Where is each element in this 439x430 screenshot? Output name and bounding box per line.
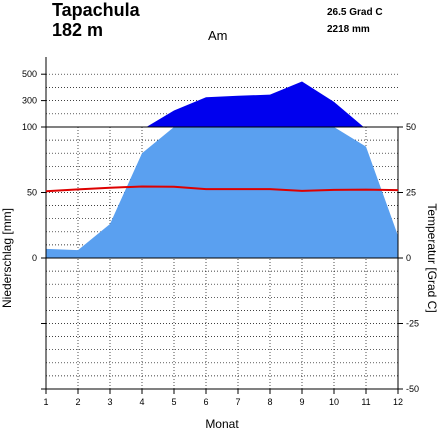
temp-tick-label: -50 xyxy=(406,384,419,394)
axes xyxy=(41,57,403,394)
temperature-series xyxy=(45,185,399,193)
precip-tick-label: 50 xyxy=(27,188,37,198)
temperature-line xyxy=(45,185,399,193)
precipitation-excess-area xyxy=(146,81,364,127)
x-tick-label: 11 xyxy=(361,397,370,407)
precip-compressed-tick-label: 500 xyxy=(22,69,37,79)
precipitation-series xyxy=(46,81,398,258)
y-axis-right-label: Temperatur [Grad C] xyxy=(425,203,439,312)
x-tick-label: 2 xyxy=(75,397,80,407)
x-tick-label: 10 xyxy=(329,397,339,407)
x-tick-label: 6 xyxy=(203,397,208,407)
x-tick-label: 4 xyxy=(139,397,144,407)
x-tick-label: 12 xyxy=(393,397,403,407)
temp-tick-label: 0 xyxy=(406,253,411,263)
temp-tick-label: 50 xyxy=(406,122,416,132)
station-name: Tapachula xyxy=(52,0,141,20)
station-elevation: 182 m xyxy=(52,20,103,40)
x-tick-label: 8 xyxy=(267,397,272,407)
precip-tick-label: 0 xyxy=(32,253,37,263)
precip-tick-label: 100 xyxy=(22,122,37,132)
climate-class: Am xyxy=(208,28,228,43)
annual-precipitation: 2218 mm xyxy=(327,24,370,35)
precipitation-area xyxy=(46,127,398,258)
x-tick-label: 7 xyxy=(235,397,240,407)
temp-tick-label: -25 xyxy=(406,319,419,329)
mean-temperature: 26.5 Grad C xyxy=(327,7,383,18)
temp-tick-label: 25 xyxy=(406,188,416,198)
x-tick-label: 3 xyxy=(107,397,112,407)
precip-compressed-tick-label: 300 xyxy=(22,96,37,106)
y-axis-left-label: Niederschlag [mm] xyxy=(0,208,14,308)
x-tick-label: 5 xyxy=(171,397,176,407)
x-tick-label: 1 xyxy=(43,397,48,407)
x-axis-label: Monat xyxy=(205,417,239,430)
x-tick-label: 9 xyxy=(299,397,304,407)
